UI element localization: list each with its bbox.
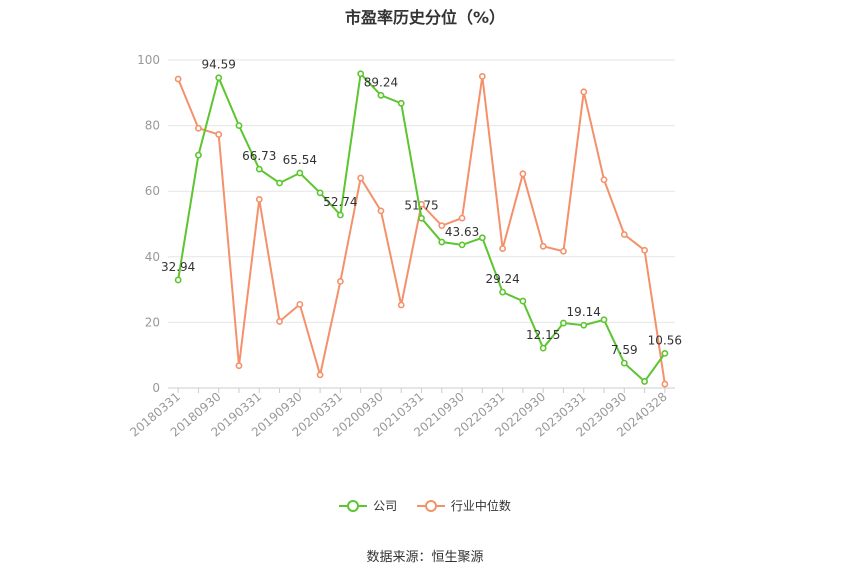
data-label: 19.14 bbox=[567, 305, 601, 319]
data-point-industry-median bbox=[600, 176, 608, 184]
data-point-industry-median bbox=[519, 170, 527, 178]
data-point-company bbox=[235, 122, 243, 129]
data-point-company bbox=[195, 151, 202, 159]
data-point-company bbox=[478, 234, 486, 242]
data-point-industry-median bbox=[397, 301, 405, 309]
data-point-company bbox=[539, 344, 547, 352]
data-label: 29.24 bbox=[485, 272, 519, 286]
data-point-company bbox=[255, 165, 263, 173]
data-point-company bbox=[600, 316, 608, 324]
data-point-company bbox=[336, 211, 344, 219]
legend-marker-industry-median bbox=[416, 499, 445, 513]
data-label: 43.63 bbox=[445, 225, 479, 239]
data-point-industry-median bbox=[560, 247, 567, 255]
y-tick-label: 40 bbox=[145, 250, 160, 264]
data-point-company bbox=[174, 276, 182, 284]
data-point-industry-median bbox=[195, 124, 202, 132]
data-point-company bbox=[519, 297, 527, 305]
data-point-company bbox=[438, 238, 446, 246]
data-point-company bbox=[357, 70, 365, 78]
data-label: 94.59 bbox=[202, 58, 236, 72]
data-point-company bbox=[499, 288, 507, 296]
data-point-industry-median bbox=[296, 300, 304, 308]
data-point-company bbox=[276, 179, 283, 187]
data-point-company bbox=[397, 99, 405, 107]
legend-marker-company bbox=[339, 499, 368, 513]
chart-title: 市盈率历史分位（%） bbox=[344, 8, 506, 27]
data-label: 65.54 bbox=[283, 153, 317, 167]
data-point-industry-median bbox=[641, 246, 648, 254]
y-tick-label: 20 bbox=[145, 315, 160, 329]
data-point-company bbox=[377, 91, 385, 99]
data-point-company bbox=[458, 241, 466, 249]
data-label: 66.73 bbox=[242, 149, 276, 163]
y-tick-label: 0 bbox=[152, 381, 160, 395]
data-point-company bbox=[641, 378, 648, 385]
data-point-industry-median bbox=[276, 318, 283, 325]
data-label: 10.56 bbox=[648, 333, 682, 347]
data-label: 51.75 bbox=[404, 198, 438, 212]
data-label: 7.59 bbox=[611, 343, 638, 357]
data-point-industry-median bbox=[539, 242, 547, 250]
data-label: 32.94 bbox=[161, 260, 195, 274]
legend-label-company: 公司 bbox=[373, 499, 398, 513]
data-point-industry-median bbox=[357, 174, 365, 182]
data-point-company bbox=[215, 74, 223, 82]
legend-label-industry-median: 行业中位数 bbox=[450, 499, 511, 513]
data-point-industry-median bbox=[499, 245, 507, 252]
data-point-company bbox=[316, 189, 324, 197]
data-label: 12.15 bbox=[526, 328, 560, 342]
data-point-industry-median bbox=[235, 362, 243, 370]
legend-item-company[interactable]: 公司 bbox=[339, 497, 397, 514]
data-point-company bbox=[661, 349, 669, 357]
data-point-industry-median bbox=[458, 214, 466, 222]
data-point-company bbox=[580, 321, 588, 329]
data-point-company bbox=[620, 359, 628, 367]
data-point-industry-median bbox=[316, 371, 324, 379]
data-source: 数据来源：恒生聚源 bbox=[366, 550, 484, 565]
data-point-industry-median bbox=[255, 195, 263, 203]
y-tick-label: 100 bbox=[137, 53, 160, 67]
data-point-industry-median bbox=[336, 277, 344, 285]
data-point-company bbox=[560, 319, 567, 327]
data-point-company bbox=[296, 169, 304, 177]
line-chart: 0204060801002018033120180930201903312019… bbox=[127, 53, 682, 440]
y-tick-label: 60 bbox=[145, 184, 160, 198]
data-point-industry-median bbox=[377, 207, 385, 215]
data-point-industry-median bbox=[620, 231, 628, 238]
data-point-industry-median bbox=[174, 75, 182, 83]
data-label: 89.24 bbox=[364, 75, 398, 89]
data-point-industry-median bbox=[478, 73, 486, 80]
y-tick-label: 80 bbox=[145, 119, 160, 133]
series-line-industry-median bbox=[177, 76, 666, 385]
legend: 公司 行业中位数 bbox=[0, 497, 850, 516]
data-point-company bbox=[418, 214, 425, 222]
data-label: 52.74 bbox=[323, 195, 357, 209]
data-point-industry-median bbox=[661, 380, 669, 388]
data-point-industry-median bbox=[580, 88, 588, 96]
data-point-industry-median bbox=[215, 131, 223, 138]
series-line-company bbox=[177, 71, 666, 383]
data-point-industry-median bbox=[438, 222, 446, 230]
legend-item-industry-median[interactable]: 行业中位数 bbox=[416, 497, 511, 514]
